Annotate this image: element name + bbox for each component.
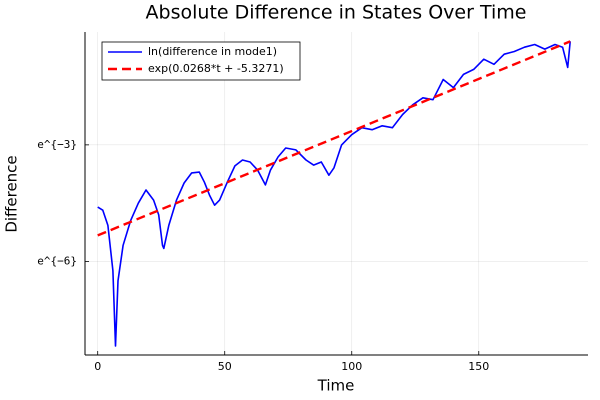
x-axis-label: Time [317,377,355,395]
y-tick-label: e^{−3} [37,138,77,151]
legend-label: exp(0.0268*t + -5.3271) [148,62,284,75]
legend: ln(difference in mode1) exp(0.0268*t + -5… [101,41,301,81]
legend-label: ln(difference in mode1) [148,45,277,58]
x-tick-label: 0 [94,360,101,373]
chart-title: Absolute Difference in States Over Time [146,2,527,24]
y-axis-label: Difference [3,155,21,232]
line-series [97,40,571,237]
line-series [97,41,571,347]
legend-box [101,41,301,81]
x-tick-label: 150 [468,360,489,373]
x-tick-label: 50 [218,360,232,373]
y-tick-label: e^{−6} [37,255,77,268]
x-tick-label: 100 [341,360,362,373]
